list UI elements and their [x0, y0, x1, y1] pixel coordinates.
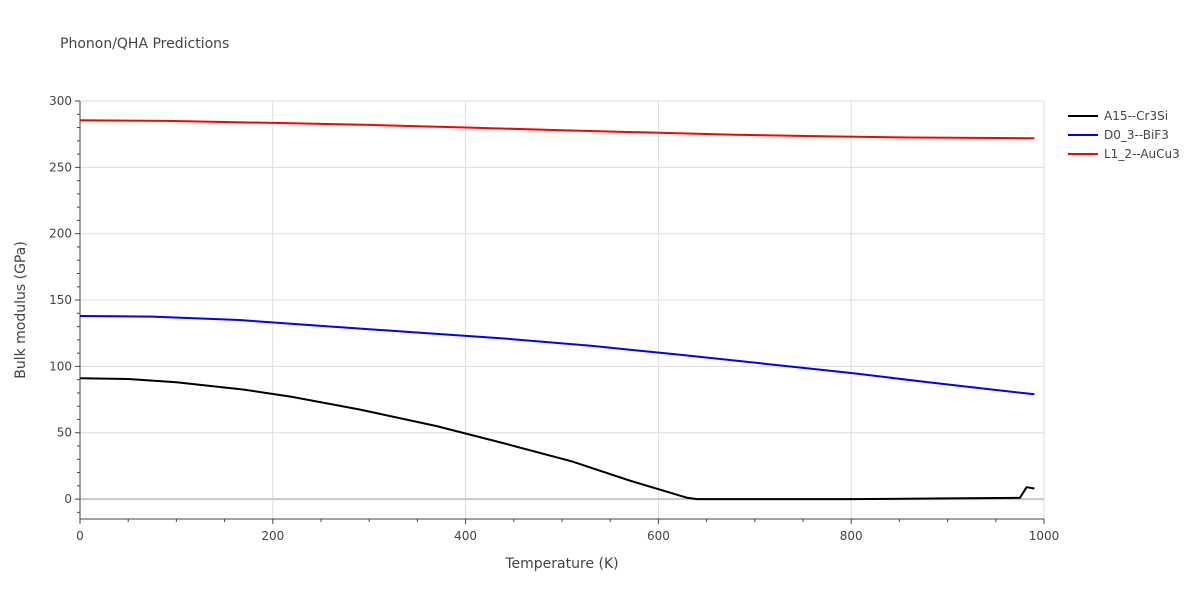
legend-item[interactable]: A15--Cr3Si — [1068, 106, 1180, 125]
legend-swatch — [1068, 152, 1098, 155]
y-tick-label: 50 — [57, 426, 72, 440]
x-axis-label: Temperature (K) — [504, 556, 618, 572]
y-tick-label: 0 — [64, 492, 72, 506]
legend-label: L1_2--AuCu3 — [1104, 146, 1180, 161]
legend-label: D0_3--BiF3 — [1104, 127, 1169, 142]
legend-item[interactable]: D0_3--BiF3 — [1068, 125, 1180, 144]
series-line-L1_2--AuCu3[interactable] — [79, 119, 1035, 140]
x-tick-label: 0 — [76, 529, 84, 543]
x-tick-label: 800 — [840, 529, 863, 543]
y-axis-label: Bulk modulus (GPa) — [13, 241, 29, 379]
legend[interactable]: A15--Cr3Si D0_3--BiF3 L1_2--AuCu3 — [1068, 106, 1180, 163]
chart-title: Phonon/QHA Predictions — [60, 36, 230, 52]
y-tick-label: 200 — [49, 227, 72, 241]
legend-swatch — [1068, 114, 1098, 117]
y-tick-label: 150 — [49, 293, 72, 307]
y-tick-label: 300 — [49, 94, 72, 108]
legend-swatch — [1068, 133, 1098, 136]
x-tick-label: 400 — [454, 529, 477, 543]
x-tick-label: 1000 — [1029, 529, 1060, 543]
series-line-A15--Cr3Si[interactable] — [79, 377, 1035, 501]
x-tick-label: 600 — [647, 529, 670, 543]
x-tick-label: 200 — [261, 529, 284, 543]
y-tick-label: 250 — [49, 160, 72, 174]
series-line-D0_3--BiF3[interactable] — [79, 315, 1035, 396]
y-tick-label: 100 — [49, 359, 72, 373]
legend-item[interactable]: L1_2--AuCu3 — [1068, 144, 1180, 163]
legend-label: A15--Cr3Si — [1104, 108, 1169, 123]
